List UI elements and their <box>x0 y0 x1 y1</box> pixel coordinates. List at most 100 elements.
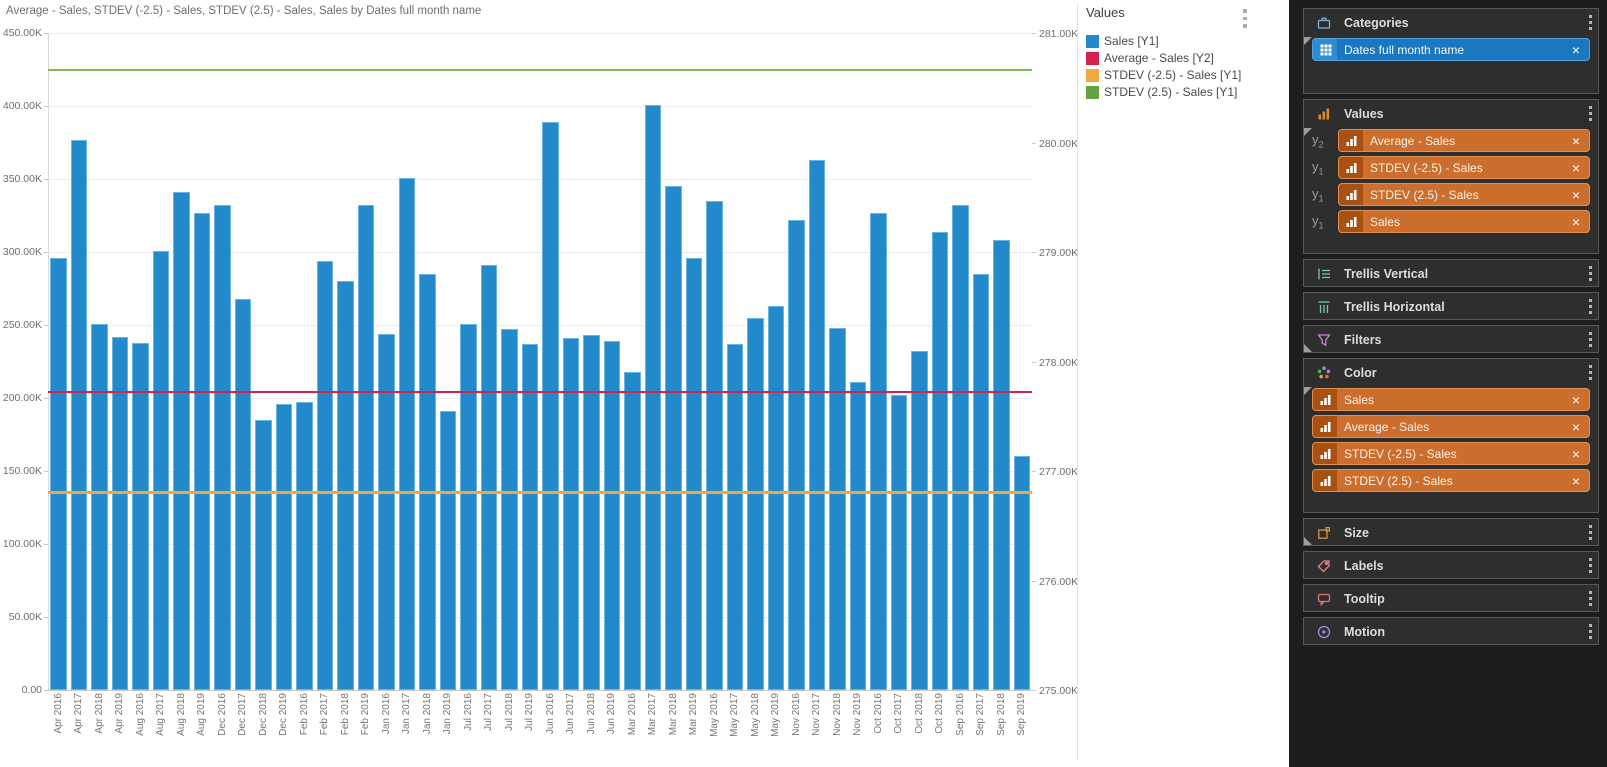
bar-Mar 2018[interactable] <box>665 186 682 690</box>
panel-section-header-color[interactable]: Color <box>1304 359 1598 386</box>
categories-kebab-icon[interactable] <box>1589 14 1592 32</box>
average---sales-line[interactable] <box>48 391 1032 394</box>
bar-Jun 2019[interactable] <box>603 341 621 690</box>
bar-Nov 2017[interactable] <box>808 160 826 690</box>
field-pill-stdev-2-5-sales[interactable]: STDEV (-2.5) - Sales × <box>1338 156 1590 179</box>
y2-axis-label: 275.00K <box>1039 685 1079 697</box>
panel-section-header-trellis-vertical[interactable]: Trellis Vertical <box>1304 260 1598 287</box>
panel-section-header-tooltip[interactable]: Tooltip <box>1304 585 1598 612</box>
bar-Apr 2018[interactable] <box>91 323 108 690</box>
bar-Sep 2016[interactable] <box>952 205 969 690</box>
bar-Mar 2017[interactable] <box>644 104 662 690</box>
field-pill-stdev-2-5-sales[interactable]: STDEV (2.5) - Sales × <box>1312 469 1590 492</box>
motion-kebab-icon[interactable] <box>1589 623 1592 641</box>
bar-Nov 2018[interactable] <box>829 327 846 690</box>
bar-Oct 2019[interactable] <box>931 231 949 690</box>
remove-field-icon[interactable]: × <box>1571 132 1581 149</box>
bar-May 2016[interactable] <box>706 200 723 690</box>
bar-Dec 2019[interactable] <box>275 403 293 690</box>
remove-field-icon[interactable]: × <box>1571 213 1581 230</box>
remove-field-icon[interactable]: × <box>1571 418 1581 435</box>
field-pill-sales[interactable]: Sales × <box>1338 210 1590 233</box>
labels-kebab-icon[interactable] <box>1589 557 1592 575</box>
bar-Dec 2018[interactable] <box>255 419 272 690</box>
legend-item[interactable]: STDEV (-2.5) - Sales [Y1] <box>1086 68 1241 82</box>
trellis-vertical-kebab-icon[interactable] <box>1589 265 1592 283</box>
bar-Jun 2016[interactable] <box>542 122 559 690</box>
remove-field-icon[interactable]: × <box>1571 391 1581 408</box>
bar-Dec 2016[interactable] <box>214 205 231 690</box>
bar-Apr 2019[interactable] <box>111 336 129 690</box>
color-kebab-icon[interactable] <box>1589 364 1592 382</box>
panel-section-header-size[interactable]: Size <box>1304 519 1598 546</box>
bar-Jan 2019[interactable] <box>439 411 457 690</box>
tooltip-kebab-icon[interactable] <box>1589 590 1592 608</box>
bar-Jul 2018[interactable] <box>501 329 518 690</box>
filters-kebab-icon[interactable] <box>1589 331 1592 349</box>
bar-Sep 2019[interactable] <box>1013 456 1031 690</box>
panel-section-header-values[interactable]: Values <box>1304 100 1598 127</box>
bar-Jun 2017[interactable] <box>562 338 580 690</box>
bar-Aug 2019[interactable] <box>193 212 211 690</box>
bar-Jan 2017[interactable] <box>398 177 416 690</box>
panel-section-header-labels[interactable]: Labels <box>1304 552 1598 579</box>
stdev-(-2.5)---sales-line[interactable] <box>48 491 1032 495</box>
legend-item[interactable]: Average - Sales [Y2] <box>1086 51 1241 65</box>
panel-section-body: Dates full month name × <box>1304 36 1598 61</box>
bar-Sep 2017[interactable] <box>972 273 990 690</box>
remove-field-icon[interactable]: × <box>1571 159 1581 176</box>
panel-section-header-motion[interactable]: Motion <box>1304 618 1598 645</box>
bar-Oct 2018[interactable] <box>911 351 928 690</box>
field-pill-average-sales[interactable]: Average - Sales × <box>1338 129 1590 152</box>
field-pill-stdev-2-5-sales[interactable]: STDEV (2.5) - Sales × <box>1338 183 1590 206</box>
legend-item[interactable]: Sales [Y1] <box>1086 34 1241 48</box>
bar-Oct 2017[interactable] <box>890 395 908 690</box>
bar-Feb 2019[interactable] <box>357 205 375 690</box>
stdev-(2.5)---sales-line[interactable] <box>48 68 1032 71</box>
bar-Feb 2017[interactable] <box>316 260 334 690</box>
remove-field-icon[interactable]: × <box>1571 445 1581 462</box>
measure-icon <box>1339 211 1363 232</box>
bar-Apr 2016[interactable] <box>50 257 67 690</box>
bar-Jan 2016[interactable] <box>378 333 395 690</box>
bar-Aug 2016[interactable] <box>132 342 149 690</box>
panel-section-header-filters[interactable]: Filters <box>1304 326 1598 353</box>
field-pill-sales[interactable]: Sales × <box>1312 388 1590 411</box>
bar-Nov 2019[interactable] <box>849 381 867 690</box>
values-kebab-icon[interactable] <box>1589 105 1592 123</box>
x-axis-label: Jan 2017 <box>401 693 413 735</box>
bar-Jun 2018[interactable] <box>583 335 600 690</box>
bar-Jul 2019[interactable] <box>521 343 539 690</box>
bar-Feb 2018[interactable] <box>337 281 354 690</box>
bar-Oct 2016[interactable] <box>870 212 887 690</box>
bar-Mar 2016[interactable] <box>624 371 641 690</box>
bar-Sep 2018[interactable] <box>993 240 1010 690</box>
bar-Feb 2016[interactable] <box>296 402 313 690</box>
bar-Jul 2016[interactable] <box>460 323 477 690</box>
bar-May 2017[interactable] <box>726 343 744 690</box>
remove-field-icon[interactable]: × <box>1571 186 1581 203</box>
panel-section-header-trellis-horizontal[interactable]: Trellis Horizontal <box>1304 293 1598 320</box>
bar-Aug 2018[interactable] <box>173 192 190 690</box>
bar-Jan 2018[interactable] <box>419 273 436 690</box>
legend-item[interactable]: STDEV (2.5) - Sales [Y1] <box>1086 85 1241 99</box>
bar-Mar 2019[interactable] <box>685 257 703 690</box>
remove-field-icon[interactable]: × <box>1571 472 1581 489</box>
field-pill-stdev-2-5-sales[interactable]: STDEV (-2.5) - Sales × <box>1312 442 1590 465</box>
remove-field-icon[interactable]: × <box>1571 41 1581 58</box>
bar-May 2018[interactable] <box>747 317 764 690</box>
bar-May 2019[interactable] <box>767 306 785 690</box>
bar-Aug 2017[interactable] <box>152 250 170 690</box>
field-pill-label: STDEV (-2.5) - Sales <box>1370 160 1483 175</box>
bar-Nov 2016[interactable] <box>788 219 805 690</box>
chart-options-kebab-icon[interactable] <box>1243 7 1247 30</box>
size-kebab-icon[interactable] <box>1589 524 1592 542</box>
bar-Apr 2017[interactable] <box>70 139 88 690</box>
trellis-horizontal-kebab-icon[interactable] <box>1589 298 1592 316</box>
field-pill-average-sales[interactable]: Average - Sales × <box>1312 415 1590 438</box>
x-axis-label: Jun 2017 <box>565 693 577 735</box>
panel-section-values: Values y2 Average - Sales × y1 STDEV (-2.5) -… <box>1303 99 1599 254</box>
panel-section-header-categories[interactable]: Categories <box>1304 9 1598 36</box>
field-pill-dates-full-month-name[interactable]: Dates full month name × <box>1312 38 1590 61</box>
bar-Jul 2017[interactable] <box>480 265 498 690</box>
